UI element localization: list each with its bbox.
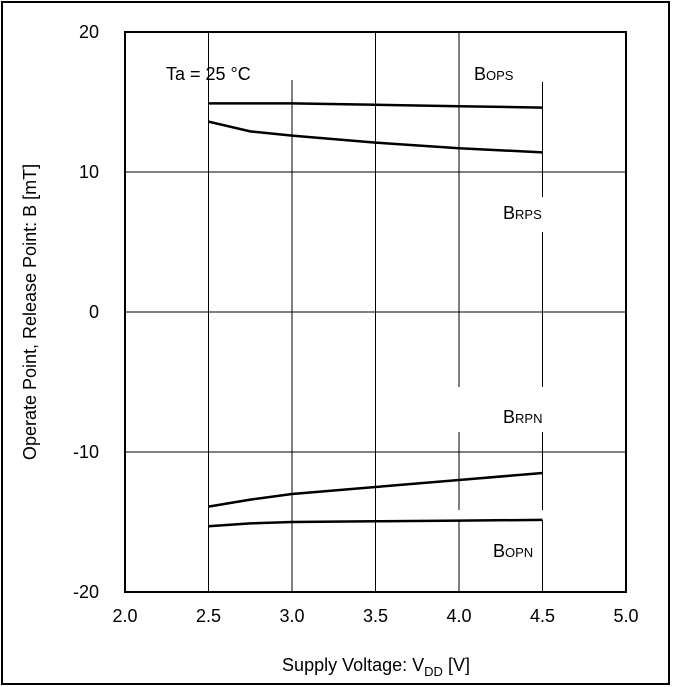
x-tick-labels: 2.0 2.5 3.0 3.5 4.0 4.5 5.0 [112,606,638,626]
y-tick-label: 0 [89,302,99,322]
series-line-brpn [208,471,543,508]
series-line-brps [208,120,543,154]
x-tick-label: 2.0 [112,606,137,626]
x-tick-label: 3.5 [363,606,388,626]
y-axis-title: Operate Point, Release Point: B [mT] [20,164,40,460]
series-line-bops [208,102,543,109]
x-tick-label: 5.0 [613,606,638,626]
series-layer [208,102,543,528]
x-axis-title-unit: [V] [443,655,470,675]
plot-area [124,31,627,593]
x-tick-label: 4.0 [446,606,471,626]
x-tick-label: 4.5 [530,606,555,626]
series-label-bops: BOPS [474,64,514,84]
series-label-bopn: BOPN [493,541,533,561]
series-line-bopn [208,518,543,528]
series-labels: BOPS BRPS BRPN BOPN [474,64,542,561]
temperature-annotation: Ta = 25 °C [166,64,251,84]
y-tick-label: -20 [73,582,99,602]
grid [125,32,626,592]
series-label-brpn: BRPN [503,407,542,427]
y-tick-label: 10 [79,162,99,182]
x-axis-title-main: Supply Voltage: V [282,655,424,675]
y-tick-labels: -20 -10 0 10 20 [73,22,99,602]
series-label-brps: BRPS [503,203,542,223]
x-tick-label: 3.0 [279,606,304,626]
x-tick-label: 2.5 [196,606,221,626]
y-tick-label: 20 [79,22,99,42]
x-axis-title-subscript: DD [424,664,443,679]
x-axis-title: Supply Voltage: VDD [V] [282,655,470,679]
y-tick-label: -10 [73,442,99,462]
